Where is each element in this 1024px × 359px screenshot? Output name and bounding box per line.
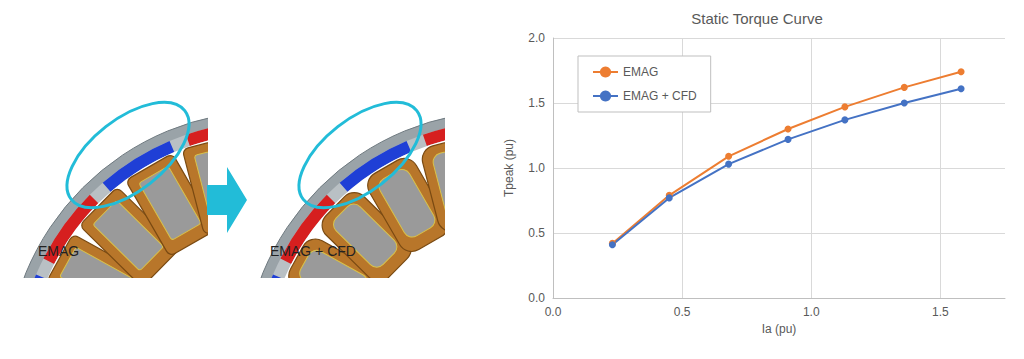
- svg-text:1.5: 1.5: [528, 96, 545, 110]
- svg-text:1.0: 1.0: [528, 161, 545, 175]
- svg-text:0.0: 0.0: [528, 291, 545, 305]
- svg-text:0.5: 0.5: [528, 226, 545, 240]
- svg-text:EMAG + CFD: EMAG + CFD: [623, 89, 697, 103]
- svg-text:EMAG: EMAG: [38, 243, 79, 259]
- svg-text:2.0: 2.0: [528, 31, 545, 45]
- svg-text:Static Torque Curve: Static Torque Curve: [691, 10, 822, 27]
- svg-text:EMAG: EMAG: [623, 65, 658, 79]
- svg-text:1.5: 1.5: [932, 305, 949, 319]
- svg-text:Ia (pu): Ia (pu): [762, 322, 797, 336]
- svg-text:EMAG + CFD: EMAG + CFD: [270, 243, 356, 259]
- svg-text:1.0: 1.0: [803, 305, 820, 319]
- svg-text:0.0: 0.0: [545, 305, 562, 319]
- svg-text:0.5: 0.5: [674, 305, 691, 319]
- svg-text:Tpeak (pu): Tpeak (pu): [502, 139, 516, 197]
